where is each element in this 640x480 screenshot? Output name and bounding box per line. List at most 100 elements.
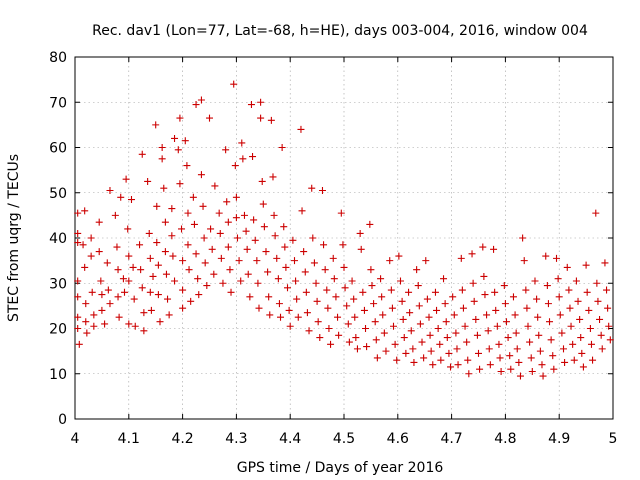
data-point [224,218,232,226]
data-point [158,155,166,163]
data-point [318,186,326,194]
data-point [125,320,133,328]
data-point [83,329,91,337]
data-point [98,306,106,314]
data-point [345,338,353,346]
data-point [183,162,191,170]
data-point [449,293,457,301]
data-point [162,270,170,278]
data-point [160,184,168,192]
data-point [250,216,258,224]
data-point [249,153,257,161]
data-point [192,250,200,258]
data-point [542,252,550,260]
data-point [454,361,462,369]
data-point [87,252,95,260]
data-point [490,245,498,253]
data-point [405,288,413,296]
data-point [410,358,418,366]
data-point [366,220,374,228]
data-point [536,347,544,355]
data-point [516,372,524,380]
data-point [305,327,313,335]
data-point [513,345,521,353]
data-point [436,340,444,348]
data-point [380,329,388,337]
data-point [75,340,83,348]
data-point [330,275,338,283]
data-point [129,263,137,271]
data-point [184,209,192,217]
data-point [232,214,240,222]
data-point [82,300,90,308]
data-point [486,361,494,369]
data-point [226,266,234,274]
x-axis-title: GPS time / Days of year 2016 [237,460,444,476]
data-point [274,275,282,283]
data-point [413,266,421,274]
data-point [303,309,311,317]
data-point [570,356,578,364]
data-point [101,320,109,328]
data-point [164,295,172,303]
data-point [316,334,324,342]
data-point [206,114,213,122]
data-point [297,125,305,133]
data-point [341,284,349,292]
data-point [604,304,612,312]
data-point [282,263,290,271]
data-point [459,304,467,312]
data-point [423,295,431,303]
data-point [138,150,146,158]
data-point [130,295,138,303]
data-point [415,302,423,310]
data-point [501,300,509,308]
x-tick-label: 4.3 [225,431,247,447]
data-point [547,336,555,344]
data-point [378,293,386,301]
x-tick-label: 4.1 [118,431,140,447]
data-point [257,114,265,122]
data-point [114,293,122,301]
data-point [402,349,410,357]
data-point [359,288,367,296]
data-point [219,279,227,287]
data-point [90,311,98,319]
data-point [131,322,139,330]
data-point [74,293,82,301]
data-point [339,241,347,249]
data-point [169,252,177,260]
data-point [483,311,491,319]
data-point [260,223,268,231]
data-point [493,322,501,330]
data-point [363,343,371,351]
data-point [524,322,532,330]
data-point [420,354,428,362]
data-point [465,370,473,378]
data-point [281,243,289,251]
data-point [146,288,154,296]
data-point [223,198,231,206]
data-points [74,80,614,380]
data-point [434,325,442,332]
data-point [535,331,543,339]
data-point [187,297,195,305]
data-point [273,254,281,262]
data-point [259,200,267,208]
data-point [178,225,186,233]
data-point [579,363,587,371]
data-point [533,295,541,303]
data-point [298,207,306,215]
data-point [431,288,439,296]
data-point [515,358,523,366]
data-point [368,282,376,290]
data-point [269,173,277,181]
data-point [106,186,114,194]
data-point [240,211,248,219]
data-point [370,300,378,308]
data-point [74,313,82,321]
data-point [440,275,448,283]
data-point [137,266,145,274]
chart-title: Rec. dav1 (Lon=77, Lat=-68, h=HE), days … [92,23,588,39]
